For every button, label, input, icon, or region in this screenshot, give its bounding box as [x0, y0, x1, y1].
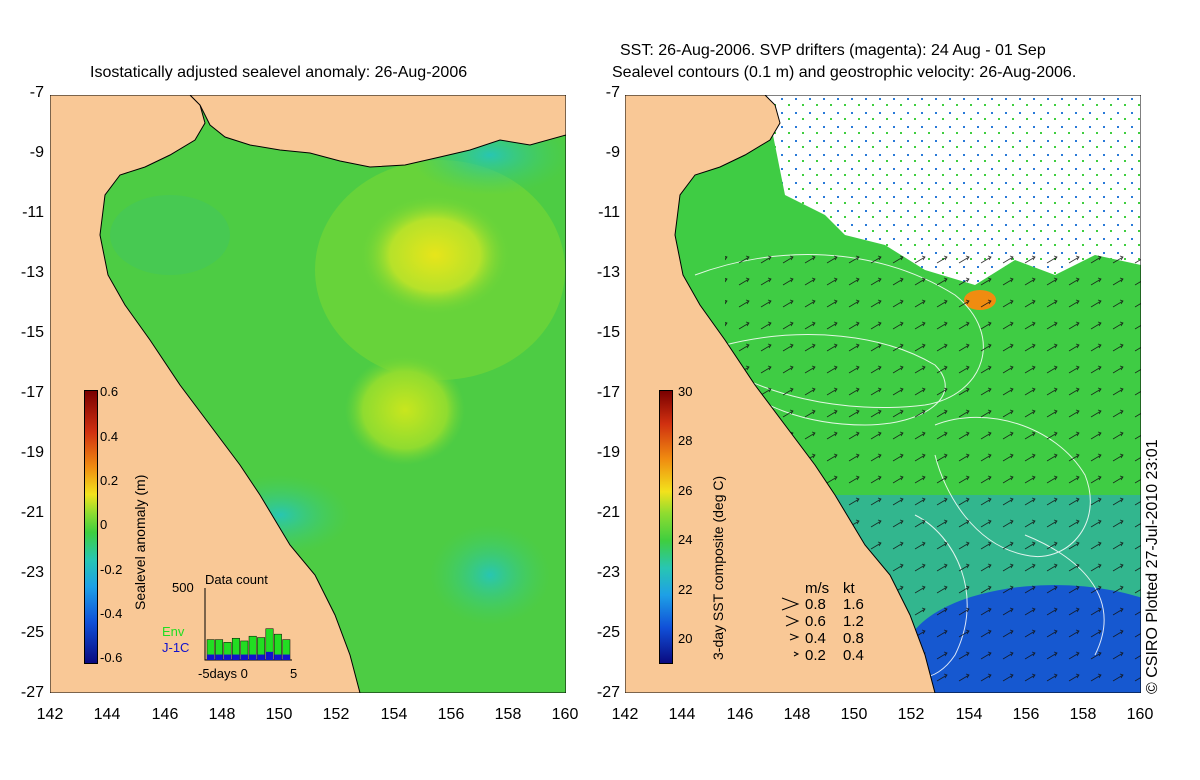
inset-y-max: 500 — [172, 580, 194, 595]
right-y-tick: -7 — [605, 84, 620, 101]
left-y-tick: -7 — [29, 84, 44, 101]
left-sealevel-map — [50, 95, 566, 693]
right-colorbar-tick: 26 — [678, 483, 693, 498]
left-y-tick: -27 — [20, 684, 44, 701]
legend-kt-value: 0.4 — [843, 647, 864, 664]
right-x-tick: 154 — [955, 706, 983, 723]
inset-bar-j1c — [207, 654, 215, 660]
left-y-tick: -23 — [20, 564, 44, 581]
left-colorbar — [84, 390, 98, 664]
credit-text: © CSIRO Plotted 27-Jul-2010 23:01 — [1144, 439, 1161, 694]
legend-header-kt: kt — [843, 580, 855, 597]
right-colorbar-tick: 30 — [678, 384, 693, 399]
right-colorbar-tick: 20 — [678, 631, 693, 646]
left-y-tick: -15 — [20, 324, 44, 341]
legend-arrow-icons — [781, 597, 800, 657]
legend-ms-value: 0.2 — [805, 647, 826, 664]
left-x-tick: 150 — [265, 706, 293, 723]
right-x-tick: 156 — [1012, 706, 1040, 723]
right-x-tick: 144 — [668, 706, 696, 723]
right-colorbar-tick: 22 — [678, 582, 693, 597]
right-x-tick: 160 — [1126, 706, 1154, 723]
left-y-tick: -17 — [20, 384, 44, 401]
inset-bar-j1c — [232, 654, 240, 660]
right-x-tick: 158 — [1069, 706, 1097, 723]
left-colorbar-tick: 0.6 — [100, 384, 119, 399]
right-x-tick: 152 — [897, 706, 925, 723]
left-x-tick: 158 — [494, 706, 522, 723]
right-x-tick: 142 — [611, 706, 639, 723]
inset-bar-j1c — [257, 654, 265, 660]
right-y-tick: -25 — [596, 624, 620, 641]
left-colorbar-tick: -0.6 — [100, 650, 123, 665]
right-colorbar-tick: 28 — [678, 433, 693, 448]
legend-ms-value: 0.8 — [805, 596, 826, 613]
right-y-tick: -17 — [596, 384, 620, 401]
inset-series-env: Env — [162, 624, 185, 639]
legend-ms-value: 0.4 — [805, 630, 826, 647]
inset-bar-j1c — [223, 654, 232, 660]
inset-x-end: 5 — [290, 666, 298, 681]
right-y-tick: -21 — [596, 504, 620, 521]
right-y-tick: -9 — [605, 144, 620, 161]
left-x-tick: 144 — [93, 706, 121, 723]
left-x-tick: 154 — [380, 706, 408, 723]
right-land-australia — [625, 95, 936, 693]
left-colorbar-label: Sealevel anomaly (m) — [132, 474, 148, 610]
inset-series-j1c: J-1C — [162, 640, 190, 655]
legend-kt-value: 0.8 — [843, 630, 864, 647]
legend-header-ms: m/s — [805, 580, 830, 597]
left-x-tick: 160 — [551, 706, 579, 723]
right-y-tick: -13 — [596, 264, 620, 281]
left-map-title: Isostatically adjusted sealevel anomaly:… — [90, 64, 468, 81]
right-y-tick: -11 — [598, 204, 620, 221]
legend-kt-value: 1.6 — [843, 596, 864, 613]
right-y-tick: -15 — [596, 324, 620, 341]
left-colorbar-tick: -0.4 — [100, 606, 123, 621]
inset-bar-j1c — [282, 654, 290, 660]
left-x-tick: 146 — [151, 706, 179, 723]
left-x-tick: 142 — [36, 706, 64, 723]
left-x-tick: 152 — [322, 706, 350, 723]
right-sst-map — [625, 95, 1141, 693]
left-y-tick: -11 — [22, 204, 44, 221]
inset-bar-j1c — [265, 651, 274, 660]
left-colorbar-tick: -0.2 — [100, 562, 123, 577]
inset-bar-j1c — [240, 654, 248, 660]
left-y-tick: -25 — [20, 624, 44, 641]
right-y-tick: -19 — [596, 444, 620, 461]
right-map-title-line2: Sealevel contours (0.1 m) and geostrophi… — [612, 64, 1077, 81]
left-x-tick: 148 — [208, 706, 236, 723]
right-colorbar — [659, 390, 673, 664]
left-y-tick: -9 — [29, 144, 44, 161]
inset-bar-j1c — [249, 654, 257, 660]
right-colorbar-label: 3-day SST composite (deg C) — [710, 475, 726, 660]
right-y-tick: -23 — [596, 564, 620, 581]
left-y-tick: -19 — [20, 444, 44, 461]
left-land-australia — [50, 95, 361, 693]
left-land-png — [189, 95, 566, 168]
inset-title: Data count — [205, 572, 268, 587]
right-y-tick: -27 — [596, 684, 620, 701]
left-colorbar-tick: 0.4 — [100, 429, 119, 444]
left-y-tick: -13 — [20, 264, 44, 281]
inset-x-label: -5days 0 — [198, 666, 248, 681]
inset-chart — [204, 588, 292, 661]
right-cloud-cover — [765, 95, 1141, 285]
legend-ms-value: 0.6 — [805, 613, 826, 630]
right-map-title-line1: SST: 26-Aug-2006. SVP drifters (magenta)… — [620, 42, 1046, 59]
inset-bar-j1c — [215, 654, 223, 660]
left-y-tick: -21 — [20, 504, 44, 521]
right-colorbar-tick: 24 — [678, 532, 693, 547]
right-x-tick: 148 — [783, 706, 811, 723]
inset-bar-j1c — [274, 654, 282, 660]
legend-kt-value: 1.2 — [843, 613, 864, 630]
left-colorbar-tick: 0 — [100, 517, 108, 532]
right-x-tick: 146 — [726, 706, 754, 723]
left-colorbar-tick: 0.2 — [100, 473, 119, 488]
right-x-tick: 150 — [840, 706, 868, 723]
left-x-tick: 156 — [437, 706, 465, 723]
